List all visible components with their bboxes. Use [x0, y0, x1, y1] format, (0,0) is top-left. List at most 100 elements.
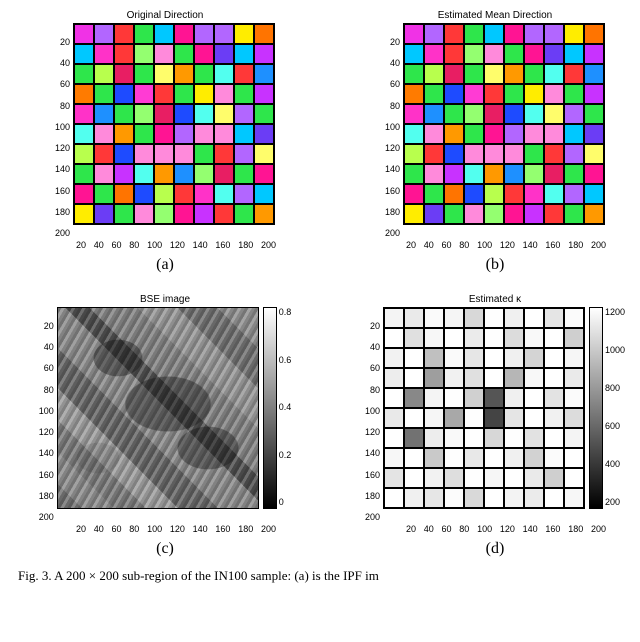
segment-cell — [464, 144, 484, 164]
tick-label: 60 — [112, 524, 122, 534]
segment-cell — [464, 84, 484, 104]
segment-cell — [484, 184, 504, 204]
segment-cell — [504, 468, 524, 488]
segment-cell — [424, 24, 444, 44]
segment-cell — [544, 328, 564, 348]
segment-cell — [154, 104, 174, 124]
panel-d-mosaic — [384, 308, 584, 508]
segment-cell — [564, 44, 584, 64]
segment-cell — [234, 164, 254, 184]
tick-label: 80 — [55, 102, 70, 111]
segment-cell — [444, 104, 464, 124]
segment-cell — [384, 408, 404, 428]
segment-cell — [524, 348, 544, 368]
segment-cell — [194, 164, 214, 184]
segment-cell — [174, 124, 194, 144]
segment-cell — [214, 184, 234, 204]
tick-label: 200 — [55, 229, 70, 238]
segment-cell — [154, 164, 174, 184]
segment-cell — [564, 368, 584, 388]
segment-cell — [404, 184, 424, 204]
segment-cell — [464, 488, 484, 508]
segment-cell — [424, 124, 444, 144]
segment-cell — [114, 184, 134, 204]
segment-cell — [484, 448, 504, 468]
segment-cell — [154, 204, 174, 224]
tick-label: 100 — [385, 123, 400, 132]
segment-cell — [484, 428, 504, 448]
segment-cell — [544, 24, 564, 44]
segment-cell — [94, 144, 114, 164]
segment-cell — [464, 468, 484, 488]
panel-d: Estimated κ 20406080100120140160180200 1… — [355, 294, 635, 558]
segment-cell — [444, 144, 464, 164]
segment-cell — [404, 468, 424, 488]
segment-cell — [484, 24, 504, 44]
tick-label: 60 — [365, 364, 380, 373]
figure-caption: Fig. 3. A 200 × 200 sub-region of the IN… — [10, 568, 640, 584]
segment-cell — [504, 124, 524, 144]
segment-cell — [504, 328, 524, 348]
segment-cell — [384, 308, 404, 328]
segment-cell — [134, 84, 154, 104]
segment-cell — [254, 44, 274, 64]
segment-cell — [564, 408, 584, 428]
segment-cell — [504, 428, 524, 448]
tick-label: 180 — [568, 524, 583, 534]
segment-cell — [564, 428, 584, 448]
segment-cell — [524, 488, 544, 508]
tick-label: 80 — [459, 524, 469, 534]
segment-cell — [134, 64, 154, 84]
segment-cell — [74, 24, 94, 44]
segment-cell — [94, 164, 114, 184]
segment-cell — [524, 448, 544, 468]
segment-cell — [444, 184, 464, 204]
segment-cell — [464, 408, 484, 428]
segment-cell — [254, 64, 274, 84]
segment-cell — [424, 164, 444, 184]
tick-label: 40 — [94, 524, 104, 534]
segment-cell — [564, 104, 584, 124]
panel-c-title: BSE image — [140, 294, 190, 305]
segment-cell — [74, 144, 94, 164]
segment-cell — [174, 44, 194, 64]
segment-cell — [174, 24, 194, 44]
segment-cell — [464, 44, 484, 64]
tick-label: 140 — [385, 165, 400, 174]
segment-cell — [234, 184, 254, 204]
segment-cell — [504, 24, 524, 44]
segment-cell — [404, 64, 424, 84]
tick-label: 140 — [193, 524, 208, 534]
segment-cell — [504, 448, 524, 468]
segment-cell — [74, 104, 94, 124]
segment-cell — [174, 104, 194, 124]
segment-cell — [544, 184, 564, 204]
segment-cell — [254, 124, 274, 144]
panel-a-title: Original Direction — [127, 10, 204, 21]
segment-cell — [444, 328, 464, 348]
segment-cell — [254, 144, 274, 164]
segment-cell — [544, 368, 564, 388]
tick-label: 120 — [500, 240, 515, 250]
tick-label: 160 — [545, 524, 560, 534]
panel-d-colorbar-ticks: 12001000800600400200 — [605, 307, 625, 507]
segment-cell — [94, 124, 114, 144]
segment-cell — [134, 164, 154, 184]
segment-cell — [544, 348, 564, 368]
segment-cell — [484, 368, 504, 388]
segment-cell — [74, 184, 94, 204]
segment-cell — [544, 488, 564, 508]
segment-cell — [214, 164, 234, 184]
segment-cell — [504, 408, 524, 428]
segment-cell — [584, 24, 604, 44]
segment-cell — [404, 348, 424, 368]
segment-cell — [464, 368, 484, 388]
segment-cell — [214, 84, 234, 104]
panel-d-title: Estimated κ — [469, 294, 521, 305]
segment-cell — [424, 428, 444, 448]
tick-label: 140 — [39, 449, 54, 458]
segment-cell — [524, 104, 544, 124]
tick-label: 0.6 — [279, 355, 292, 365]
tick-label: 140 — [193, 240, 208, 250]
tick-label: 160 — [385, 187, 400, 196]
